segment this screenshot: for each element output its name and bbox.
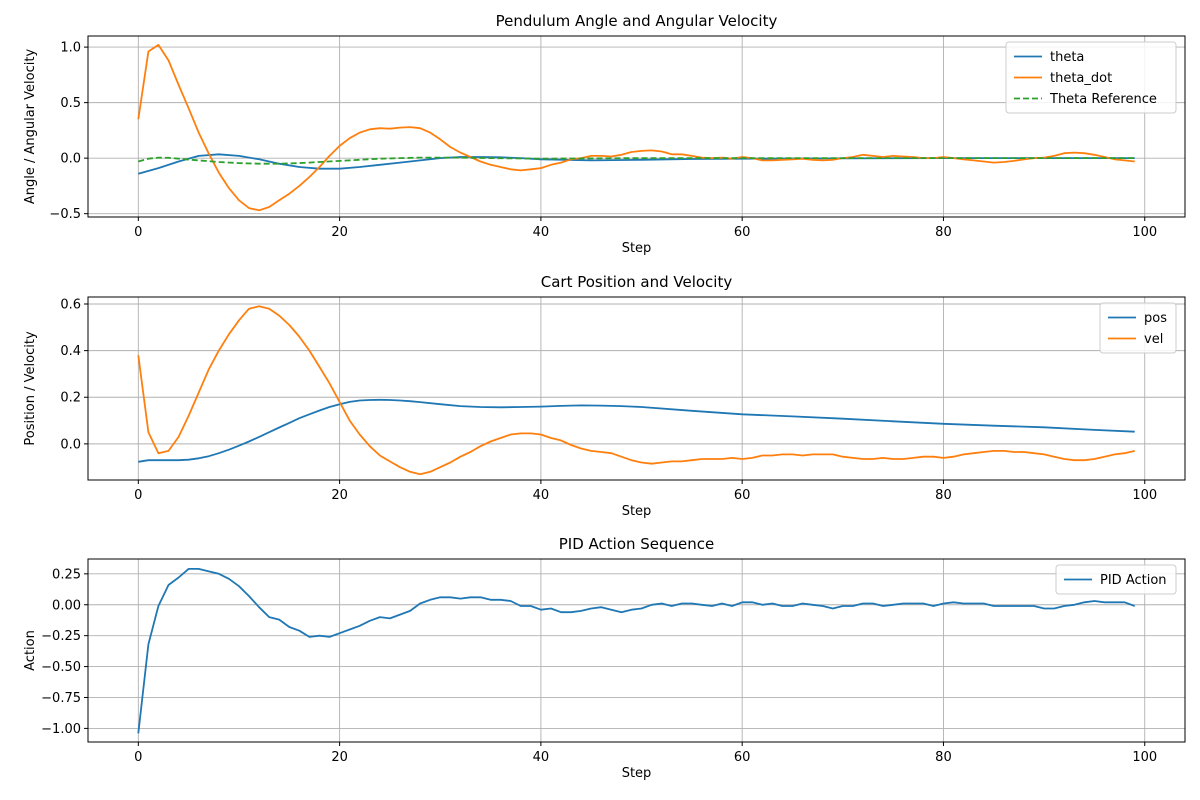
legend-label: theta [1050, 50, 1084, 65]
y-tick-label: 0.6 [60, 297, 81, 312]
y-tick-label: −1.00 [41, 722, 81, 737]
x-axis-label: Step [622, 766, 652, 781]
legend: PID Action [1055, 564, 1177, 595]
x-tick-label: 40 [533, 488, 550, 503]
y-tick-label: 0.00 [52, 598, 81, 613]
y-tick-label: 0.0 [60, 152, 81, 167]
legend-label: pos [1144, 311, 1167, 326]
chart-title: Pendulum Angle and Angular Velocity [496, 12, 778, 30]
x-tick-label: 100 [1132, 750, 1157, 765]
y-tick-label: −0.25 [41, 629, 81, 644]
series-line-theta-dot [137, 44, 1135, 212]
series-line-pid-action [137, 568, 1136, 734]
x-tick-label: 60 [734, 225, 751, 240]
y-tick-label: 0.25 [52, 567, 81, 582]
legend-label: Theta Reference [1049, 92, 1157, 107]
x-tick-label: 40 [533, 750, 550, 765]
legend-box [1055, 564, 1177, 595]
y-tick-label: −0.50 [41, 660, 81, 675]
y-axis-label: Angle / Angular Velocity [23, 49, 38, 205]
y-tick-label: 0.4 [60, 344, 81, 359]
x-tick-label: 100 [1132, 225, 1157, 240]
plot-frame [87, 558, 1186, 743]
y-tick-label: 0.5 [60, 96, 81, 111]
legend-label: theta_dot [1050, 71, 1112, 86]
y-tick-label: −0.5 [49, 207, 81, 222]
x-tick-label: 20 [331, 488, 348, 503]
chart-title: PID Action Sequence [559, 535, 715, 553]
y-axis-label: Action [23, 630, 38, 671]
chart-panel-2: 0 20 40 60 80 100 0.0 0.2 0.4 0.6 Cart Position an… [23, 273, 1186, 519]
x-tick-label: 80 [935, 750, 952, 765]
legend-label: PID Action [1100, 573, 1167, 588]
y-tick-label: 0.0 [60, 437, 81, 452]
plot-frame [87, 35, 1186, 218]
plot-frame [87, 296, 1186, 481]
chart-panel-1: 0 20 40 60 80 100 −0.5 0.0 0.5 1.0 Pendulum Angle … [23, 12, 1186, 256]
y-tick-label: 1.0 [60, 41, 81, 56]
x-tick-label: 0 [134, 488, 142, 503]
x-axis-label: Step [622, 241, 652, 256]
x-tick-label: 80 [935, 225, 952, 240]
series-line-pos [138, 398, 1135, 463]
x-tick-label: 20 [331, 750, 348, 765]
y-tick-label: 0.2 [60, 391, 81, 406]
chart-title: Cart Position and Velocity [541, 273, 733, 291]
legend: pos vel [1099, 302, 1177, 354]
y-axis-label: Position / Velocity [23, 331, 38, 446]
series-line-vel [137, 305, 1135, 476]
legend-box [1005, 41, 1177, 114]
series-line-theta-reference [138, 156, 1135, 165]
chart-panel-3: 0 20 40 60 80 100 −1.00 −0.75 −0.50 −0.25 0.00 0.25… [23, 535, 1186, 781]
legend-box [1099, 302, 1177, 354]
x-axis-label: Step [622, 504, 652, 519]
x-tick-label: 20 [331, 225, 348, 240]
y-tick-label: −0.75 [41, 691, 81, 706]
x-tick-label: 0 [134, 225, 142, 240]
x-tick-label: 60 [734, 488, 751, 503]
x-tick-label: 60 [734, 750, 751, 765]
x-tick-label: 80 [935, 488, 952, 503]
legend-label: vel [1144, 332, 1163, 347]
x-tick-label: 40 [533, 225, 550, 240]
x-tick-label: 0 [134, 750, 142, 765]
legend: theta theta_dot Theta Reference [1005, 41, 1177, 114]
x-tick-label: 100 [1132, 488, 1157, 503]
